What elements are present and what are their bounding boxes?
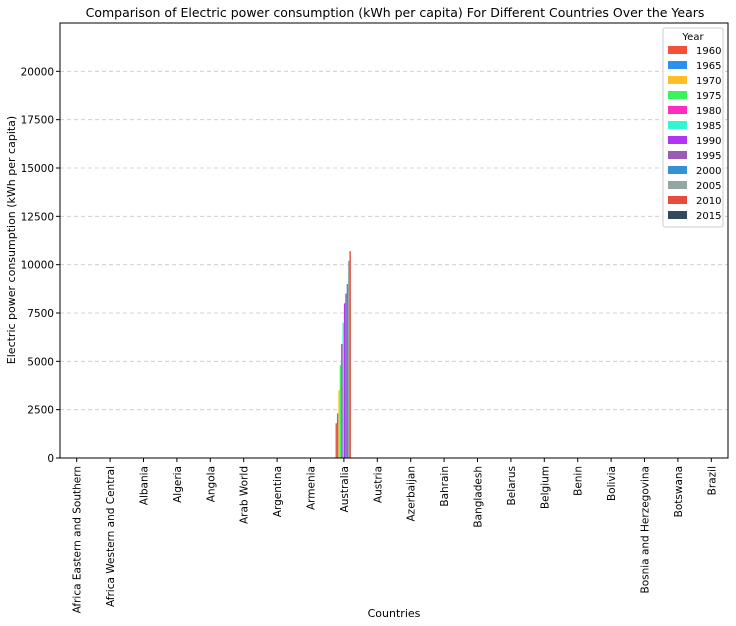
y-axis-ticks: 0 2500 5000 7500 10000 12500 15000 17500 20000 [21,66,60,465]
bar [343,303,346,458]
bar [336,413,339,458]
legend-label: 1980 [696,106,721,117]
legend-label: 2005 [696,181,721,192]
x-tick-label: Botswana [673,466,685,517]
legend-label: 1990 [696,136,721,147]
legend-swatch [668,181,687,189]
legend-swatch [668,211,687,219]
legend-swatch [668,106,687,114]
x-axis-label: Countries [368,607,421,620]
y-tick-label: 15000 [21,163,54,175]
legend-swatch [668,196,687,204]
x-tick-label: Belgium [539,466,551,509]
x-tick-label: Bangladesh [473,466,485,528]
legend-label: 1995 [696,151,721,162]
legend-label: 1975 [696,91,721,102]
grid-lines [60,70,728,411]
x-tick-label: Albania [139,466,151,505]
x-tick-label: Austria [372,466,384,503]
bar [335,423,337,458]
x-axis-ticks: Africa Eastern and Southern Africa Wester… [72,458,718,613]
y-tick-label: 17500 [21,115,54,127]
bar [346,284,349,458]
x-tick-label: Africa Eastern and Southern [72,466,84,613]
legend-swatch [668,151,687,159]
bar [338,390,340,458]
x-tick-label: Brazil [706,466,718,495]
x-tick-label: Bolivia [606,466,618,501]
x-tick-label: Bahrain [439,466,451,507]
legend-label: 1970 [696,76,721,87]
bars-group [335,251,351,458]
x-tick-label: Africa Western and Central [105,466,117,607]
y-tick-label: 2500 [27,405,54,417]
y-tick-label: 5000 [27,356,54,368]
legend-label: 2010 [696,196,721,207]
x-tick-label: Arab World [239,466,251,524]
x-tick-label: Algeria [172,466,184,503]
x-tick-label: Argentina [272,466,284,517]
legend-swatch [668,61,687,69]
plot-frame [59,22,729,459]
legend-items: 1960 1965 1970 1975 1980 1985 1990 1995 2000 2005… [668,46,721,222]
legend-swatch [668,91,687,99]
chart-title: Comparison of Electric power consumption… [86,5,705,20]
x-tick-label: Australia [339,466,351,512]
x-tick-label: Bosnia and Herzegovina [640,466,652,594]
legend-swatch [668,136,687,144]
legend: Year 1960 1965 1970 1975 1980 1985 1990 1995 200… [662,27,724,228]
legend-swatch [668,121,687,129]
legend-label: 2000 [696,166,721,177]
y-tick-label: 10000 [21,260,54,272]
y-tick-label: 0 [47,453,54,465]
x-tick-label: Belarus [506,466,518,505]
bar [349,251,351,458]
legend-swatch [668,166,687,174]
x-tick-label: Azerbaijan [406,466,418,522]
legend-label: 1965 [696,61,721,72]
x-tick-label: Armenia [306,466,318,510]
legend-swatch [668,76,687,84]
bar [348,260,350,458]
y-axis-label: Electric power consumption (kWh per capi… [5,116,18,364]
bar [342,322,344,458]
bar [345,293,347,458]
y-tick-label: 20000 [21,66,54,78]
y-tick-label: 12500 [21,211,54,223]
legend-label: 1960 [696,46,721,57]
bar [341,343,343,458]
legend-swatch [668,46,687,54]
y-tick-label: 7500 [27,308,54,320]
legend-title: Year [681,32,704,43]
x-tick-label: Angola [205,466,217,502]
legend-label: 1985 [696,121,721,132]
x-tick-label: Benin [573,466,585,496]
bar [339,365,342,458]
legend-label: 2015 [696,211,721,222]
